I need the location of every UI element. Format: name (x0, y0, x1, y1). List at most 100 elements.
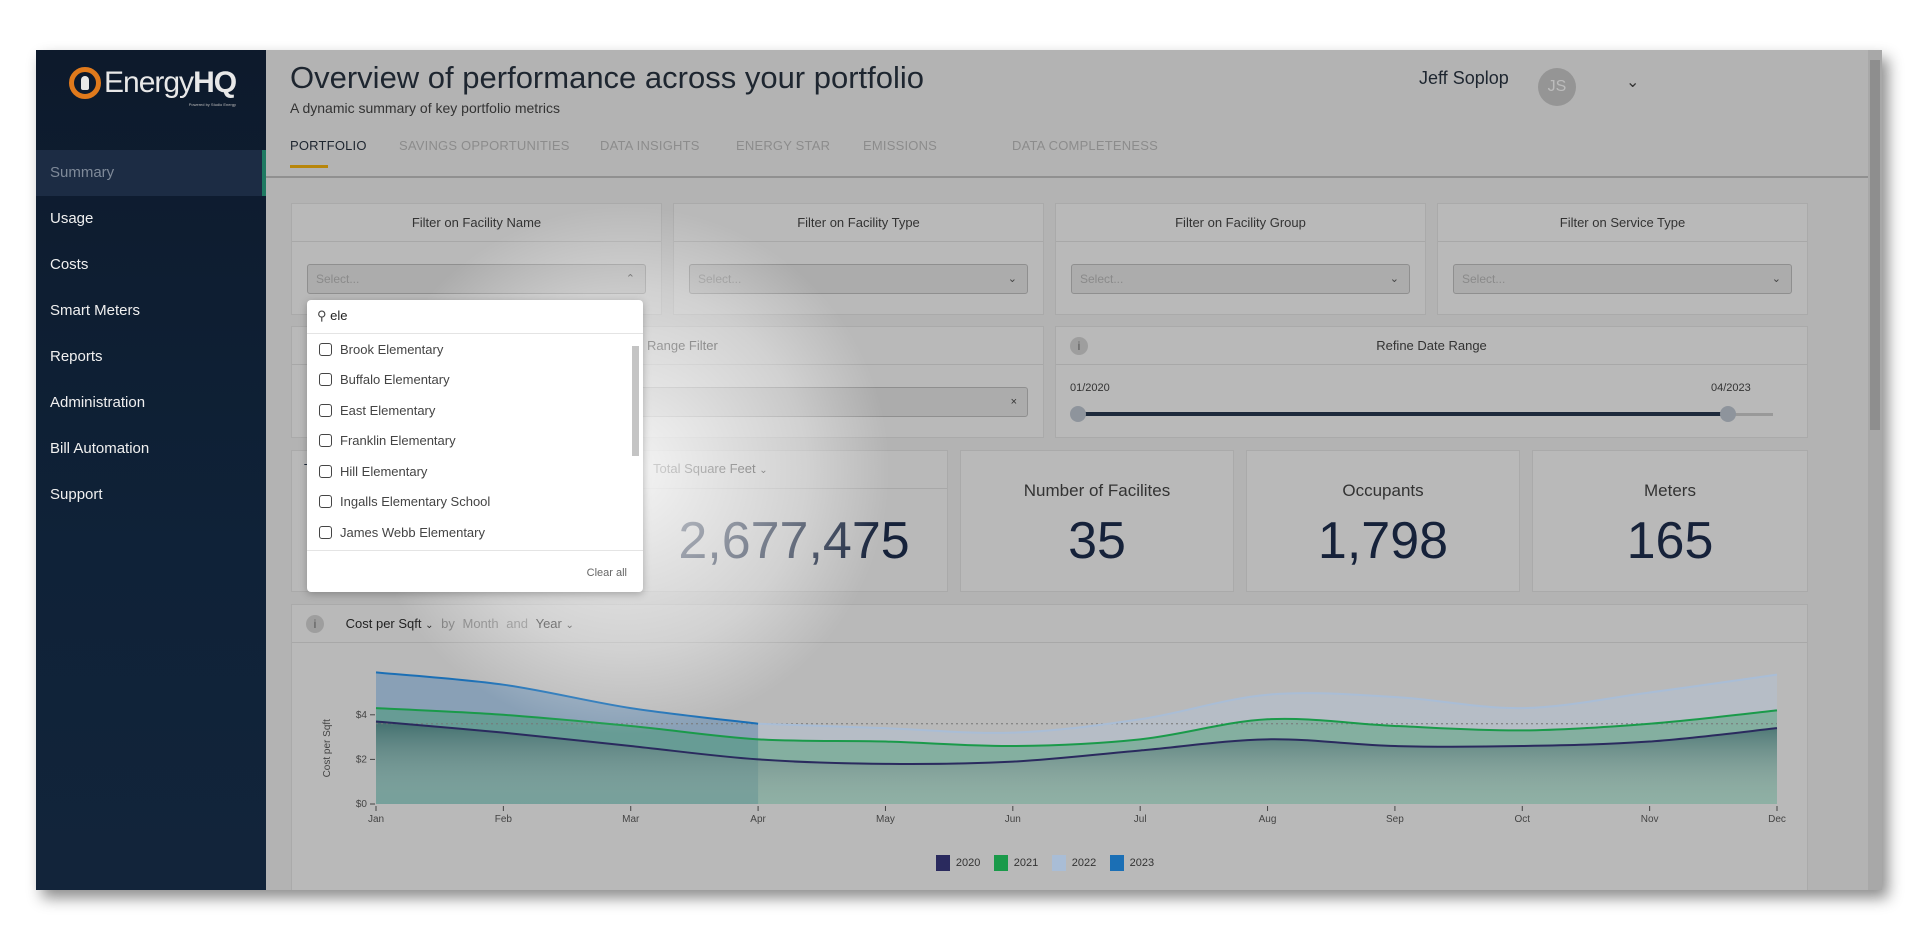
checkbox[interactable] (319, 403, 332, 417)
x-tick-label: Dec (1768, 814, 1786, 825)
dropdown-option[interactable]: Franklin Elementary (307, 426, 643, 457)
logo: Energy HQ Powered by Studio Energy (69, 66, 237, 107)
dropdown-option[interactable]: Ingalls Elementary School (307, 487, 643, 518)
legend-item-2023[interactable]: 2023 (1109, 855, 1154, 871)
slider-end-handle[interactable] (1720, 406, 1736, 422)
info-icon[interactable]: i (1070, 337, 1088, 355)
dropdown-option[interactable]: Hill Elementary (307, 456, 643, 487)
slider-start-handle[interactable] (1070, 406, 1086, 422)
tab-emissions[interactable]: EMISSIONS (863, 138, 938, 153)
user-name[interactable]: Jeff Soplop (1419, 68, 1509, 88)
info-icon[interactable]: i (306, 615, 324, 633)
kpi-value: 165 (1626, 512, 1714, 570)
chevron-up-icon: ⌃ (625, 273, 635, 285)
header-divider (266, 176, 1868, 178)
avatar[interactable]: JS (1538, 68, 1576, 106)
clear-icon[interactable]: × (1010, 396, 1017, 408)
tab-data-completeness[interactable]: DATA COMPLETENESS (1012, 138, 1158, 153)
period-selector[interactable]: Month (462, 616, 499, 631)
clear-all-button[interactable]: Clear all (307, 550, 643, 592)
facility-type-select[interactable]: Select... ⌄ (689, 264, 1028, 294)
x-tick-label: Feb (495, 814, 513, 825)
chart-legend: 2020 2021 2022 2023 (292, 855, 1807, 876)
legend-item-2021[interactable]: 2021 (993, 855, 1038, 871)
sidebar-item-costs[interactable]: Costs (50, 256, 89, 273)
filter-service-type-card: Filter on Service Type Select... ⌄ (1437, 203, 1808, 315)
checkbox[interactable] (319, 525, 332, 539)
cost-per-sqft-chart: Jan Feb Mar Apr May Jun Jul Aug Sep Oct Nov Dec $0 $2… (322, 671, 1786, 825)
kpi-number-of-facilities: Number of Facilites 35 (960, 450, 1234, 592)
filter-facility-group-card: Filter on Facility Group Select... ⌄ (1055, 203, 1426, 315)
checkbox[interactable] (319, 495, 332, 509)
group-dropdown[interactable]: Year ⌄ (535, 616, 574, 631)
facility-name-select[interactable]: Select... ⌃ (307, 264, 646, 294)
chart-controls: i Cost per Sqft ⌄ by Month and Year ⌄ (292, 605, 1807, 643)
dropdown-option[interactable]: East Elementary (307, 395, 643, 426)
tab-portfolio[interactable]: PORTFOLIO (290, 138, 367, 153)
y-tick-label: $0 (356, 799, 368, 810)
x-tick-label: Apr (750, 814, 766, 825)
filter-label: Filter on Service Type (1438, 204, 1807, 242)
y-tick-label: $4 (356, 710, 368, 721)
kpi-value: 1,798 (1317, 512, 1449, 570)
scrollbar-thumb[interactable] (1870, 60, 1880, 430)
dropdown-search[interactable]: ⚲ ele (307, 300, 643, 334)
filter-facility-name-card: Filter on Facility Name Select... ⌃ (291, 203, 662, 315)
search-input[interactable]: ele (330, 308, 348, 323)
chevron-down-icon: ⌄ (759, 465, 768, 476)
x-tick-label: Aug (1259, 814, 1277, 825)
filter-facility-type-card: Filter on Facility Type Select... ⌄ (673, 203, 1044, 315)
page-subtitle: A dynamic summary of key portfolio metri… (290, 100, 560, 116)
by-label: by (441, 616, 455, 631)
chevron-down-icon: ⌄ (1771, 273, 1781, 285)
service-type-select[interactable]: Select... ⌄ (1453, 264, 1792, 294)
kpi-occupants: Occupants 1,798 (1246, 450, 1520, 592)
x-tick-label: Jul (1134, 814, 1147, 825)
facility-name-dropdown: ⚲ ele Brook Elementary Buffalo Elementar… (307, 300, 643, 592)
filter-label: Filter on Facility Name (292, 204, 661, 242)
legend-item-2022[interactable]: 2022 (1051, 855, 1096, 871)
dropdown-scrollbar[interactable] (632, 346, 639, 456)
checkbox[interactable] (319, 342, 332, 356)
chevron-down-icon: ⌄ (565, 620, 574, 631)
checkbox[interactable] (319, 434, 332, 448)
kpi-total-square-feet: Total Square Feet ⌄ 2,677,475 (640, 450, 948, 592)
date-range-card: i Refine Date Range 01/2020 04/2023 (1055, 326, 1808, 438)
legend-item-2020[interactable]: 2020 (935, 855, 980, 871)
sidebar-item-usage[interactable]: Usage (50, 210, 94, 227)
checkbox[interactable] (319, 373, 332, 387)
facility-group-select[interactable]: Select... ⌄ (1071, 264, 1410, 294)
user-menu-chevron-icon[interactable]: ⌄ (1626, 74, 1640, 91)
sidebar-item-administration[interactable]: Administration (50, 394, 146, 411)
x-tick-label: Oct (1514, 814, 1530, 825)
chevron-down-icon: ⌄ (1389, 273, 1399, 285)
total-square-feet-dropdown[interactable]: Total Square Feet ⌄ (641, 451, 947, 489)
filter-label: Filter on Facility Type (674, 204, 1043, 242)
tab-savings-opportunities[interactable]: SAVINGS OPPORTUNITIES (399, 138, 570, 153)
page-scrollbar[interactable] (1868, 50, 1882, 890)
sidebar-item-bill-automation[interactable]: Bill Automation (50, 440, 150, 457)
tab-data-insights[interactable]: DATA INSIGHTS (600, 138, 700, 153)
logo-tagline: Powered by Studio Energy (188, 102, 237, 107)
sidebar-item-reports[interactable]: Reports (50, 348, 103, 365)
dropdown-option[interactable]: James Webb Elementary (307, 517, 643, 548)
x-tick-label: Sep (1386, 814, 1404, 825)
x-tick-label: Nov (1641, 814, 1659, 825)
sidebar-item-support[interactable]: Support (50, 486, 103, 503)
main-content: Overview of performance across your port… (206, 50, 1868, 890)
dropdown-option[interactable]: Buffalo Elementary (307, 365, 643, 396)
checkbox[interactable] (319, 464, 332, 478)
range-filter-input[interactable]: × (632, 387, 1028, 417)
dropdown-option[interactable]: Brook Elementary (307, 334, 643, 365)
sidebar-item-summary[interactable]: Summary (36, 150, 266, 196)
kpi-label: Meters (1644, 481, 1696, 500)
app-window: Energy HQ Powered by Studio Energy Summary… (36, 50, 1882, 890)
sidebar-item-smart-meters[interactable]: Smart Meters (50, 302, 141, 319)
bulb-icon (69, 67, 101, 99)
tab-energy-star[interactable]: ENERGY STAR (736, 138, 831, 153)
active-tab-indicator (290, 165, 328, 168)
y-axis-label: Cost per Sqft (322, 719, 333, 778)
metric-dropdown[interactable]: Cost per Sqft ⌄ (345, 616, 434, 631)
kpi-meters: Meters 165 (1532, 450, 1808, 592)
kpi-label: Occupants (1342, 481, 1424, 500)
